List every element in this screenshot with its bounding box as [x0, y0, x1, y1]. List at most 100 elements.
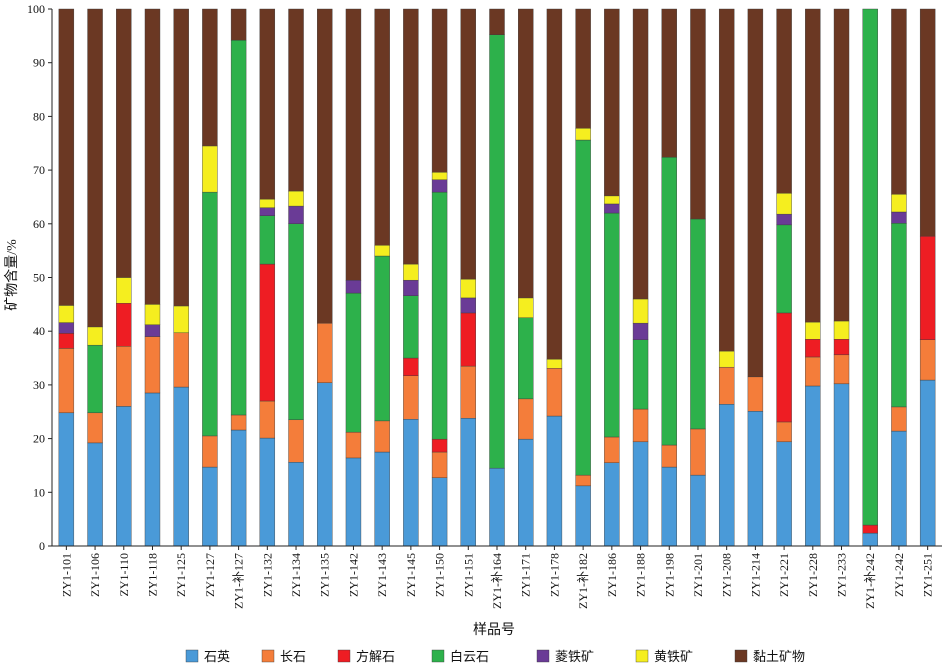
bar-segment — [833, 8, 850, 322]
legend: 石英 长石 方解石 白云石 菱铁矿 黄铁矿 黏土矿物 — [185, 649, 805, 664]
x-tick-label: ZY1-150 — [433, 553, 447, 597]
bar-stack — [518, 8, 534, 547]
bar-segment — [58, 322, 75, 334]
bar-segment — [661, 466, 677, 547]
bar-segment — [317, 8, 333, 324]
bar-segment — [891, 430, 907, 547]
bar-segment — [87, 344, 103, 414]
bar-segment — [202, 145, 218, 193]
bar-segment — [230, 8, 247, 41]
bar-segment — [718, 8, 735, 352]
bar-segment — [403, 419, 419, 547]
bar-segment — [288, 462, 304, 547]
bar-segment — [87, 8, 103, 328]
bar-segment — [690, 474, 706, 547]
bar-segment — [718, 404, 735, 547]
y-tick-label: 70 — [33, 163, 45, 177]
x-tick-label: ZY1-135 — [318, 553, 332, 597]
bar-segment — [575, 8, 591, 129]
legend-item: 白云石 — [431, 649, 489, 664]
bar-segment — [202, 435, 218, 468]
legend-item: 黏土矿物 — [734, 649, 805, 664]
bar-segment — [58, 305, 75, 323]
y-axis-title: 矿物含量/% — [4, 239, 20, 311]
bar-segment — [317, 322, 333, 383]
bar-segment — [632, 8, 649, 300]
bar-segment — [747, 376, 764, 412]
bar-stack — [575, 8, 591, 547]
bar-segment — [632, 408, 649, 443]
bar-segment — [805, 356, 821, 387]
bar-stack — [288, 8, 304, 547]
bar-segment — [546, 358, 563, 369]
legend-swatch — [734, 649, 748, 663]
bar-segment — [202, 466, 218, 547]
x-tick-label: ZY1-228 — [806, 553, 820, 597]
bar-segment — [173, 305, 189, 334]
bar-segment — [518, 438, 534, 547]
bars-layer — [58, 8, 936, 547]
bar-segment — [546, 415, 563, 547]
bar-segment — [116, 277, 132, 304]
bar-stack — [776, 8, 792, 547]
bar-segment — [862, 524, 878, 534]
bar-segment — [604, 462, 620, 547]
bar-segment — [690, 428, 706, 476]
y-tick-label: 60 — [33, 217, 45, 231]
bar-segment — [259, 207, 276, 216]
bar-segment — [345, 457, 362, 547]
bar-stack — [604, 8, 620, 547]
bar-segment — [632, 322, 649, 340]
bar-segment — [776, 192, 792, 215]
legend-item: 长石 — [261, 649, 306, 664]
bar-stack — [546, 8, 563, 547]
bar-segment — [891, 8, 907, 195]
bar-segment — [690, 8, 706, 220]
legend-label: 方解石 — [356, 649, 395, 664]
bar-stack — [116, 8, 132, 547]
bar-segment — [862, 8, 878, 526]
bar-segment — [259, 215, 276, 265]
bar-segment — [805, 8, 821, 323]
bar-segment — [776, 441, 792, 547]
bar-stack — [833, 8, 850, 547]
bar-segment — [919, 235, 936, 340]
bar-stack — [489, 8, 505, 547]
bar-segment — [575, 139, 591, 476]
bar-segment — [288, 223, 304, 421]
bar-segment — [202, 191, 218, 437]
y-tick-label: 0 — [39, 539, 45, 553]
bar-segment — [661, 157, 677, 446]
bar-segment — [87, 326, 103, 346]
bar-segment — [604, 212, 620, 438]
bar-segment — [259, 400, 276, 439]
bar-segment — [891, 406, 907, 432]
x-tick-label: ZY1-233 — [835, 553, 849, 597]
bar-segment — [144, 8, 161, 305]
x-tick-label: ZY1-221 — [777, 553, 791, 597]
bar-segment — [604, 436, 620, 463]
y-tick-label: 30 — [33, 378, 45, 392]
legend-label: 石英 — [204, 649, 230, 664]
legend-swatch — [337, 649, 351, 663]
bar-stack — [891, 8, 907, 547]
bar-segment — [776, 8, 792, 194]
bar-segment — [403, 8, 419, 265]
bar-segment — [747, 8, 764, 378]
x-tick-label: ZY1-142 — [346, 553, 360, 597]
bar-segment — [403, 263, 419, 281]
bar-segment — [776, 312, 792, 423]
legend-item: 方解石 — [337, 649, 395, 664]
x-tick-label: ZY1-132 — [260, 553, 274, 597]
bar-segment — [632, 298, 649, 324]
bar-segment — [604, 8, 620, 197]
bar-segment — [833, 383, 850, 547]
bar-stack — [632, 8, 649, 547]
bar-segment — [431, 8, 448, 173]
bar-segment — [58, 8, 75, 306]
bar-segment — [776, 213, 792, 226]
y-tick-label: 90 — [33, 56, 45, 70]
bar-segment — [431, 191, 448, 440]
bar-segment — [288, 205, 304, 225]
bar-segment — [604, 195, 620, 205]
